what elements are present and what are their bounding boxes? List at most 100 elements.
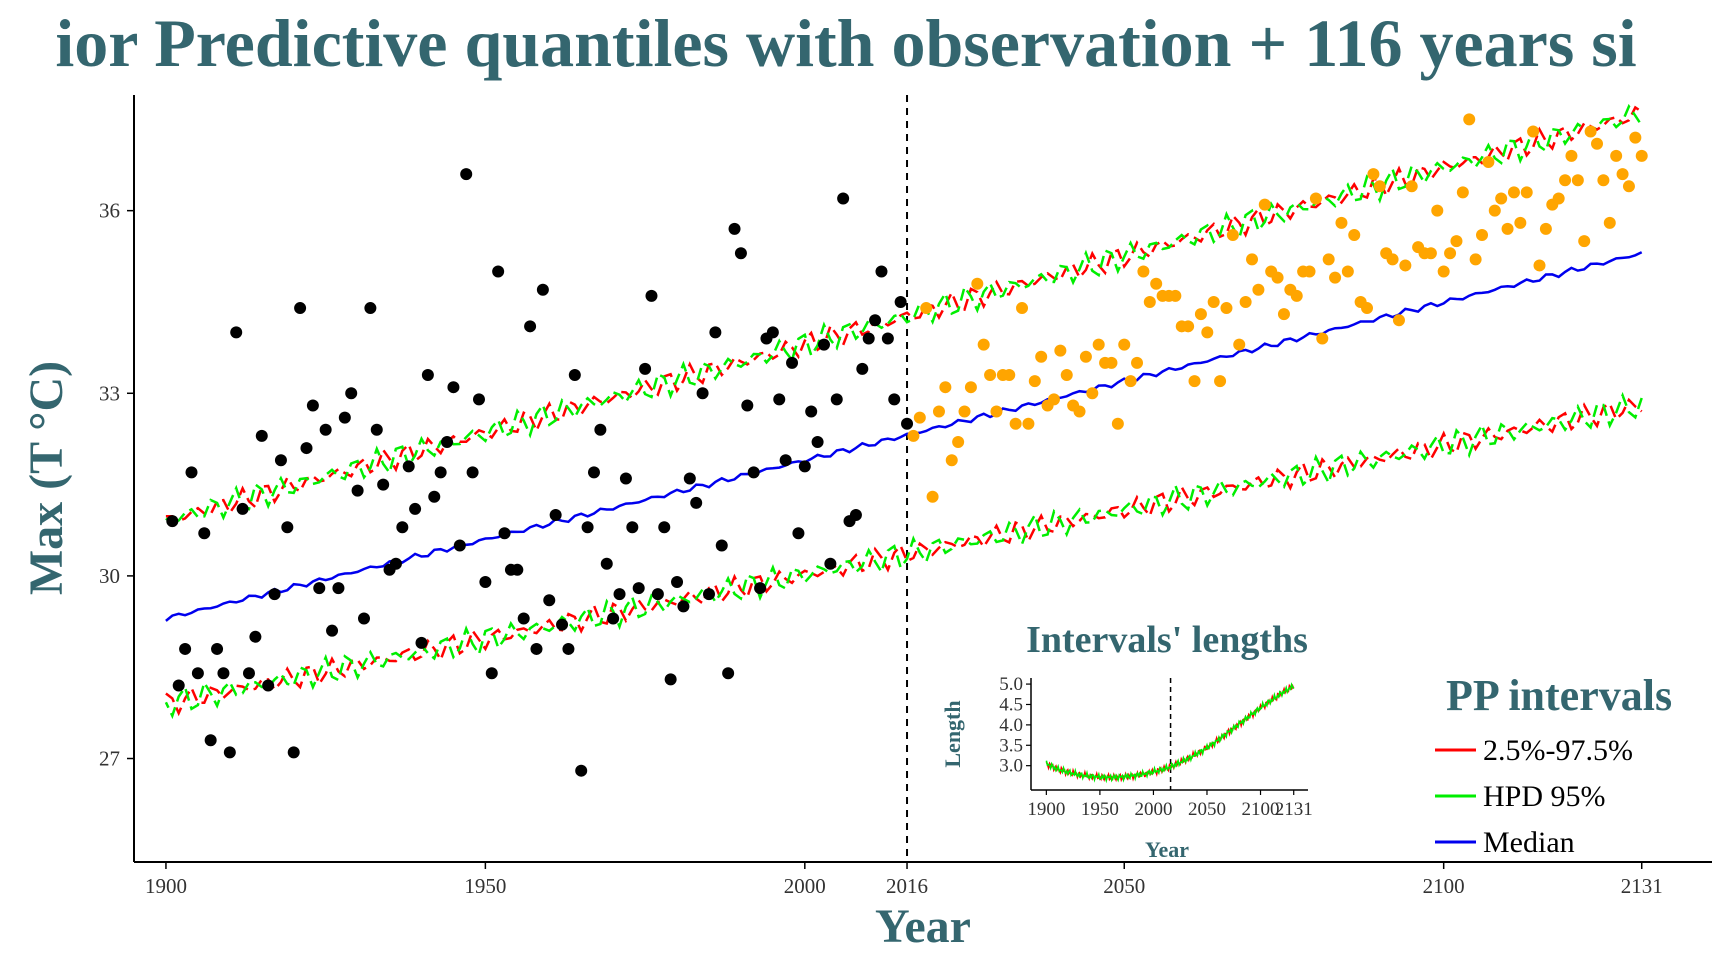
- observed-point: [345, 387, 358, 400]
- predicted-point: [1476, 229, 1489, 242]
- predicted-point: [913, 411, 926, 424]
- observed-point: [268, 588, 281, 601]
- observed-point: [664, 673, 677, 686]
- observed-point: [754, 582, 767, 595]
- predicted-point: [1258, 198, 1271, 211]
- predicted-point: [1246, 253, 1259, 266]
- observed-point: [779, 454, 792, 467]
- observed-point: [702, 588, 715, 601]
- predicted-point: [1016, 302, 1029, 315]
- observed-point: [191, 667, 204, 680]
- observed-point: [223, 746, 236, 759]
- predicted-point: [1118, 338, 1131, 351]
- predicted-point: [1386, 253, 1399, 266]
- observed-point: [709, 326, 722, 339]
- predicted-point: [1239, 295, 1252, 308]
- observed-point: [479, 575, 492, 588]
- observed-point: [338, 411, 351, 424]
- predicted-point: [1469, 253, 1482, 266]
- upper-quantile-line: [165, 105, 1643, 523]
- observed-point: [409, 502, 422, 515]
- predicted-point: [1622, 180, 1635, 193]
- y-tick-label: 27: [99, 747, 120, 771]
- y-tick-label: 30: [99, 564, 120, 588]
- observed-point: [773, 393, 786, 406]
- observed-point: [862, 332, 875, 345]
- predicted-point: [1533, 259, 1546, 272]
- legend-label-median: Median: [1483, 826, 1575, 859]
- observed-point: [811, 435, 824, 448]
- observed-point: [747, 466, 760, 479]
- inset-x-tick-label: 1900: [1027, 799, 1065, 820]
- observed-point: [274, 454, 287, 467]
- observed-point: [619, 472, 632, 485]
- predicted-point: [1527, 125, 1540, 138]
- observed-point: [766, 326, 779, 339]
- observed-point: [396, 521, 409, 534]
- observed-point: [326, 624, 339, 637]
- predicted-point: [1060, 369, 1073, 382]
- inset-chart: Intervals' lengths 3.03.54.04.55.0 1900 1…: [940, 619, 1313, 862]
- observed-point: [421, 369, 434, 382]
- predicted-point: [1488, 204, 1501, 217]
- observed-point: [805, 405, 818, 418]
- observed-point: [472, 393, 485, 406]
- chart-title: ior Predictive quantiles with observatio…: [55, 5, 1636, 81]
- predicted-point: [1322, 253, 1335, 266]
- upper-hpd-line: [165, 103, 1643, 525]
- observed-point: [683, 472, 696, 485]
- observed-point: [607, 612, 620, 625]
- predicted-point: [1022, 417, 1035, 430]
- predicted-point: [1495, 192, 1508, 205]
- predicted-point: [958, 405, 971, 418]
- inset-x-tick-label: 2100: [1242, 799, 1280, 820]
- observed-point: [696, 387, 709, 400]
- x-tick-label: 2000: [784, 874, 826, 898]
- x-ticks: 1900 1950 2000 2016 2050 2100 2131: [145, 862, 1663, 898]
- observed-point: [524, 320, 537, 333]
- legend: PP intervals 2.5%-97.5% HPD 95% Median: [1435, 671, 1672, 859]
- predicted-point: [1220, 302, 1233, 315]
- lower-quantile-line: [165, 397, 1643, 717]
- observed-point: [262, 679, 275, 692]
- predicted-point: [1507, 186, 1520, 199]
- predicted-point: [1047, 393, 1060, 406]
- observed-point: [734, 247, 747, 260]
- inset-y-tick-label: 4.5: [999, 694, 1023, 715]
- x-tick-label: 2131: [1621, 874, 1663, 898]
- predicted-point: [1003, 369, 1016, 382]
- observed-point: [255, 429, 268, 442]
- observed-point: [351, 484, 364, 497]
- inset-title: Intervals' lengths: [1026, 619, 1308, 661]
- inset-y-axis-title: Length: [940, 700, 965, 767]
- x-tick-label: 2050: [1103, 874, 1145, 898]
- observed-point: [236, 502, 249, 515]
- observed-point: [549, 509, 562, 522]
- predicted-point: [1424, 247, 1437, 260]
- predicted-point: [1290, 289, 1303, 302]
- observed-point: [517, 612, 530, 625]
- predicted-point: [1629, 131, 1642, 144]
- predicted-point: [1035, 350, 1048, 363]
- observed-point: [869, 314, 882, 327]
- legend-item-median: Median: [1435, 826, 1575, 859]
- predicted-point: [1514, 216, 1527, 229]
- observed-point: [306, 399, 319, 412]
- y-tick-label: 36: [99, 199, 120, 223]
- observed-point: [613, 588, 626, 601]
- observed-point: [671, 575, 684, 588]
- observed-point: [856, 362, 869, 375]
- predicted-point: [1431, 204, 1444, 217]
- observed-point: [798, 460, 811, 473]
- observed-point: [511, 563, 524, 576]
- predicted-point: [1405, 180, 1418, 193]
- observed-point: [242, 667, 255, 680]
- predicted-point: [1092, 338, 1105, 351]
- observed-point: [447, 381, 460, 394]
- predicted-point: [1520, 186, 1533, 199]
- predicted-point: [1105, 356, 1118, 369]
- inset-x-tick-label: 2131: [1275, 799, 1313, 820]
- predicted-point: [1482, 155, 1495, 168]
